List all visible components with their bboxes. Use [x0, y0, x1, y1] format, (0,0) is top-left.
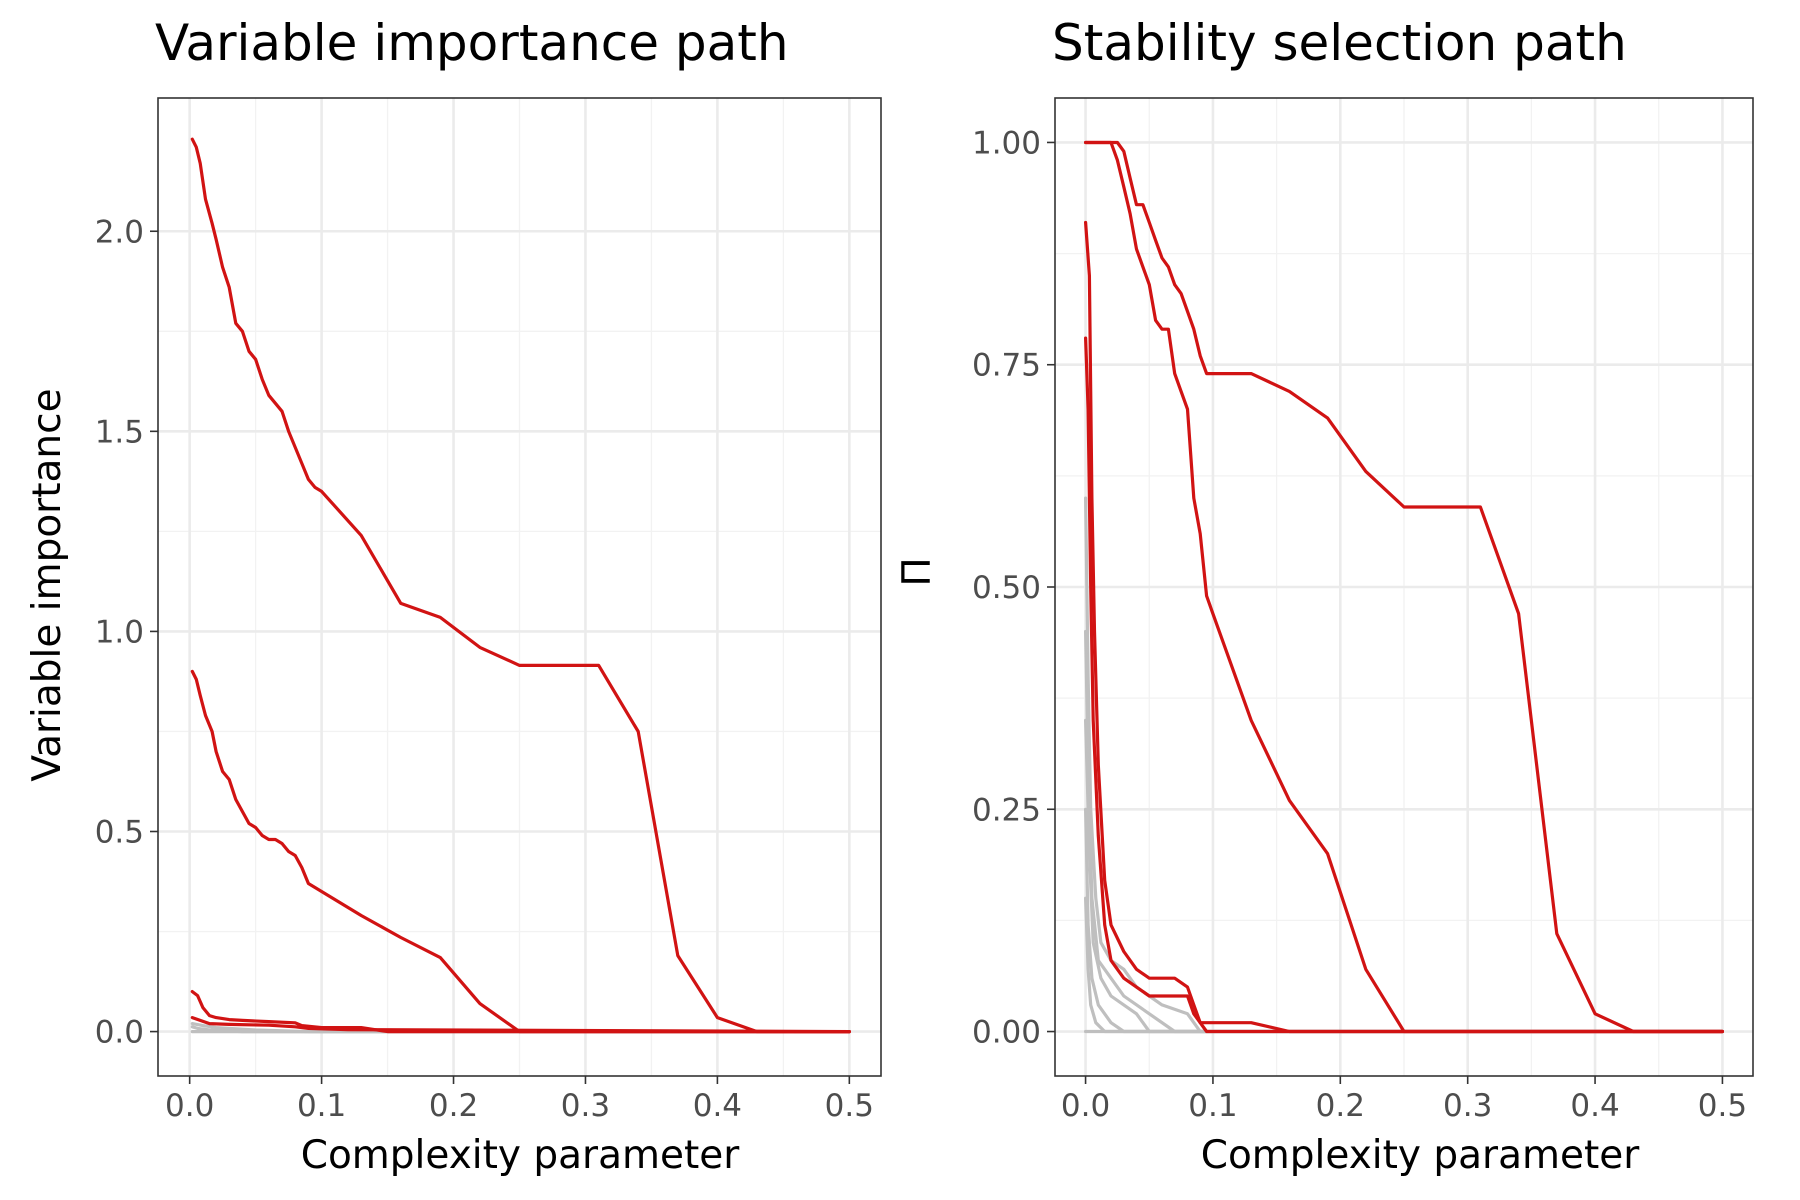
series-line-selected-2 [1084, 220, 1724, 1034]
series-line-selected-2 [190, 990, 851, 1034]
x-tick-label: 0.3 [561, 1088, 610, 1124]
y-tick-label: 1.0 [95, 614, 144, 650]
y-tick-label: 0.00 [972, 1015, 1041, 1051]
y-tick-label: 2.0 [95, 214, 144, 250]
series-line-selected-3 [1084, 336, 1724, 1034]
series-layer [190, 137, 851, 1034]
x-tick-label: 0.0 [165, 1088, 214, 1124]
chart-title: Stability selection path [1052, 14, 1627, 72]
y-tick-label: 1.5 [95, 414, 144, 450]
x-axis-title: Complexity parameter [1201, 1133, 1641, 1178]
axes: 0.0 0.1 0.2 0.3 0.4 0.5 0.00 0.25 0.50 0.75 1.00 [972, 125, 1747, 1124]
x-tick-label: 0.0 [1061, 1088, 1110, 1124]
x-tick-label: 0.2 [1316, 1088, 1365, 1124]
x-axis-title: Complexity parameter [301, 1133, 741, 1178]
y-axis-title: Variable importance [25, 388, 70, 781]
series-line-noise-6 [1084, 718, 1724, 1034]
chart-title: Variable importance path [155, 14, 789, 72]
series-line-selected-1 [190, 669, 851, 1034]
grid [1055, 98, 1753, 1076]
y-axis-title: Π [895, 557, 940, 586]
axes: 0.0 0.1 0.2 0.3 0.4 0.5 0.0 0.5 1.0 1.5 2.0 [95, 214, 874, 1124]
y-tick-label: 0.5 [95, 815, 144, 851]
series-line-selected-0 [1084, 140, 1724, 1034]
x-tick-label: 0.5 [825, 1088, 874, 1124]
series-line-selected-1 [1084, 140, 1724, 1034]
y-tick-label: 0.0 [95, 1015, 144, 1051]
x-tick-label: 0.5 [1698, 1088, 1747, 1124]
y-tick-label: 0.50 [972, 570, 1041, 606]
panel-variable-importance: Variable importance path 0.0 0.1 0.2 0.3 0.4… [25, 14, 882, 1178]
x-tick-label: 0.1 [297, 1088, 346, 1124]
x-tick-label: 0.4 [1570, 1088, 1619, 1124]
panel-stability-selection: Stability selection path 0.0 0.1 0.2 0.3 0.4… [895, 14, 1754, 1178]
series-layer [1084, 140, 1724, 1034]
x-tick-label: 0.2 [429, 1088, 478, 1124]
y-tick-label: 0.75 [972, 348, 1041, 384]
x-tick-label: 0.3 [1443, 1088, 1492, 1124]
x-tick-label: 0.4 [693, 1088, 742, 1124]
y-tick-label: 0.25 [972, 792, 1041, 828]
panel-border [157, 97, 882, 1077]
series-line-selected-3 [190, 1016, 851, 1034]
y-tick-label: 1.00 [972, 125, 1041, 161]
series-line-selected-0 [190, 137, 851, 1034]
grid [158, 98, 881, 1076]
x-tick-label: 0.1 [1188, 1088, 1237, 1124]
